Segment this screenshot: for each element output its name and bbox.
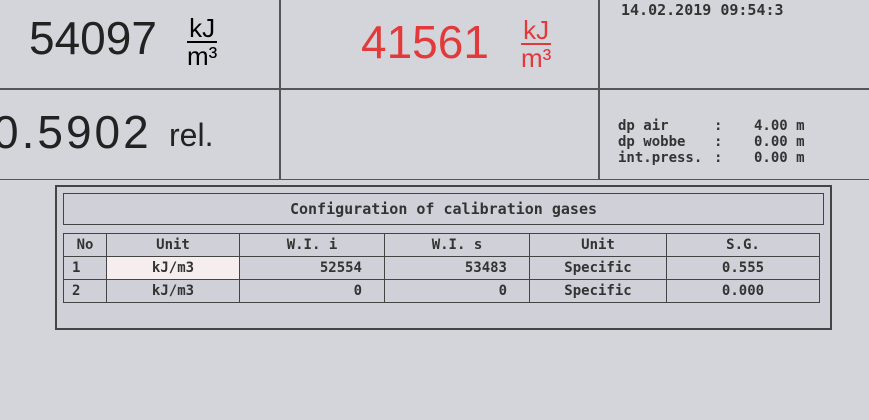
status-sep: : (714, 134, 754, 150)
status-value: 4.00 m (754, 118, 805, 134)
table-cell: 1 (64, 257, 107, 280)
status-label: dp wobbe (618, 134, 714, 150)
unit-den: m³ (521, 45, 551, 71)
header-cell: W.I. i (240, 234, 385, 257)
table-cell: 0 (385, 280, 530, 303)
table-title: Configuration of calibration gases (63, 193, 824, 225)
table-cell: 0.555 (667, 257, 820, 280)
density-panel: 0.5902 rel. (0, 88, 280, 180)
table-cell: Specific (530, 257, 667, 280)
screen: 54097 kJ m³ 41561 kJ m³ 14.02.2019 09:54… (0, 0, 869, 420)
wobbe-unit: kJ m³ (187, 15, 217, 69)
cv-value: 41561 (361, 15, 489, 69)
header-cell: S.G. (667, 234, 820, 257)
datetime: 14.02.2019 09:54:3 (621, 1, 784, 19)
table-cell: 53483 (385, 257, 530, 280)
wobbe-panel: 54097 kJ m³ (0, 0, 280, 90)
status-sep: : (714, 118, 754, 134)
unit-num: kJ (521, 17, 551, 45)
table-cell: 0.000 (667, 280, 820, 303)
cv-unit: kJ m³ (521, 17, 551, 71)
status-row: dp wobbe:0.00 m (618, 134, 805, 150)
header-cell: Unit (530, 234, 667, 257)
status-sep: : (714, 150, 754, 166)
status-row: dp air:4.00 m (618, 118, 805, 134)
table-cell: 2 (64, 280, 107, 303)
header-cell: No (64, 234, 107, 257)
status-row: int.press.:0.00 m (618, 150, 805, 166)
status-value: 0.00 m (754, 134, 805, 150)
unit-num: kJ (187, 15, 217, 43)
table-cell: kJ/m3 (107, 257, 240, 280)
table-cell: 52554 (240, 257, 385, 280)
table-cell: Specific (530, 280, 667, 303)
header-cell: Unit (107, 234, 240, 257)
status-value: 0.00 m (754, 150, 805, 166)
date-panel: 14.02.2019 09:54:3 (598, 0, 869, 90)
wobbe-value: 54097 (29, 11, 157, 65)
density-unit: rel. (169, 117, 213, 154)
header-cell: W.I. s (385, 234, 530, 257)
status-label: dp air (618, 118, 714, 134)
status-label: int.press. (618, 150, 714, 166)
density-value: 0.5902 (0, 105, 152, 159)
table-cell: kJ/m3 (107, 280, 240, 303)
table-cell: 0 (240, 280, 385, 303)
empty-panel (280, 88, 600, 180)
cv-panel: 41561 kJ m³ (280, 0, 600, 90)
unit-den: m³ (187, 43, 217, 69)
